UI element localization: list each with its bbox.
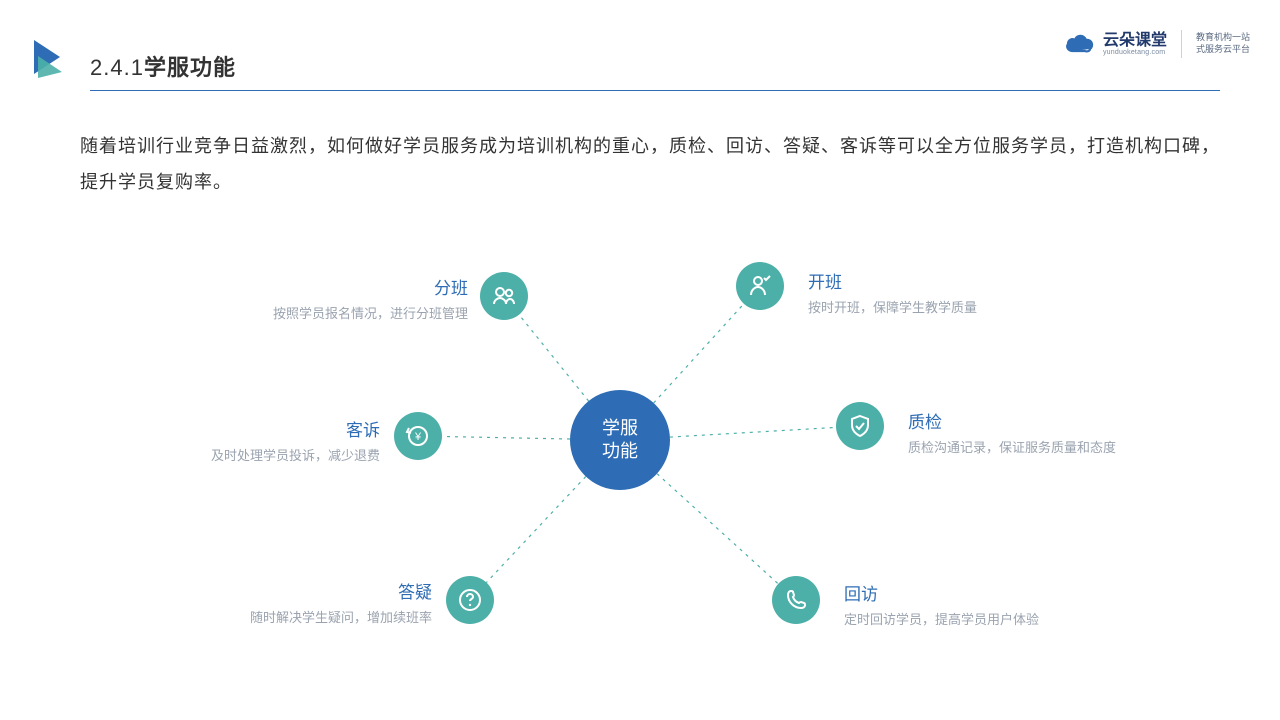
fenban-label: 分班按照学员报名情况，进行分班管理 xyxy=(273,274,468,323)
center-node: 学服 功能 xyxy=(570,390,670,490)
radial-diagram: 学服 功能 分班按照学员报名情况，进行分班管理 开班按时开班，保障学生教学质量 ¥ 客… xyxy=(0,230,1280,690)
kaiban-desc: 按时开班，保障学生教学质量 xyxy=(808,299,977,317)
kaiban-title: 开班 xyxy=(808,268,977,293)
svg-text:¥: ¥ xyxy=(414,431,422,443)
page-title: 2.4.1学服功能 xyxy=(90,50,1220,82)
huifang-title: 回访 xyxy=(844,580,1039,605)
huifang-icon xyxy=(772,576,820,624)
logo-divider xyxy=(1181,30,1182,58)
zhijian-label: 质检质检沟通记录，保证服务质量和态度 xyxy=(908,408,1116,457)
kesu-label: 客诉及时处理学员投诉，减少退费 xyxy=(211,416,380,465)
kesu-desc: 及时处理学员投诉，减少退费 xyxy=(211,447,380,465)
kesu-icon: ¥ xyxy=(394,412,442,460)
brand-tagline: 教育机构一站 式服务云平台 xyxy=(1196,32,1250,55)
brand-text: 云朵课堂 yunduoketang.com xyxy=(1103,33,1167,56)
cloud-icon xyxy=(1065,33,1095,55)
dayi-icon xyxy=(446,576,494,624)
kaiban-icon xyxy=(736,262,784,310)
brand-logo-block: 云朵课堂 yunduoketang.com 教育机构一站 式服务云平台 xyxy=(1065,30,1250,58)
dayi-title: 答疑 xyxy=(250,578,432,603)
dayi-desc: 随时解决学生疑问，增加续班率 xyxy=(250,609,432,627)
fenban-title: 分班 xyxy=(273,274,468,299)
page-title-row: 2.4.1学服功能 xyxy=(90,50,1220,91)
huifang-label: 回访定时回访学员，提高学员用户体验 xyxy=(844,580,1039,629)
corner-arrow-icon xyxy=(32,38,74,80)
section-title: 学服功能 xyxy=(144,55,236,80)
section-number: 2.4.1 xyxy=(90,55,144,80)
zhijian-icon xyxy=(836,402,884,450)
dayi-label: 答疑随时解决学生疑问，增加续班率 xyxy=(250,578,432,627)
zhijian-title: 质检 xyxy=(908,408,1116,433)
kesu-title: 客诉 xyxy=(211,416,380,441)
kaiban-label: 开班按时开班，保障学生教学质量 xyxy=(808,268,977,317)
fenban-icon xyxy=(480,272,528,320)
title-underline xyxy=(90,90,1220,91)
fenban-desc: 按照学员报名情况，进行分班管理 xyxy=(273,305,468,323)
brand-name: 云朵课堂 xyxy=(1103,33,1167,49)
huifang-desc: 定时回访学员，提高学员用户体验 xyxy=(844,611,1039,629)
brand-domain: yunduoketang.com xyxy=(1103,49,1167,56)
center-node-label: 学服 功能 xyxy=(602,417,638,464)
zhijian-desc: 质检沟通记录，保证服务质量和态度 xyxy=(908,439,1116,457)
description-text: 随着培训行业竞争日益激烈，如何做好学员服务成为培训机构的重心，质检、回访、答疑、… xyxy=(80,128,1220,200)
